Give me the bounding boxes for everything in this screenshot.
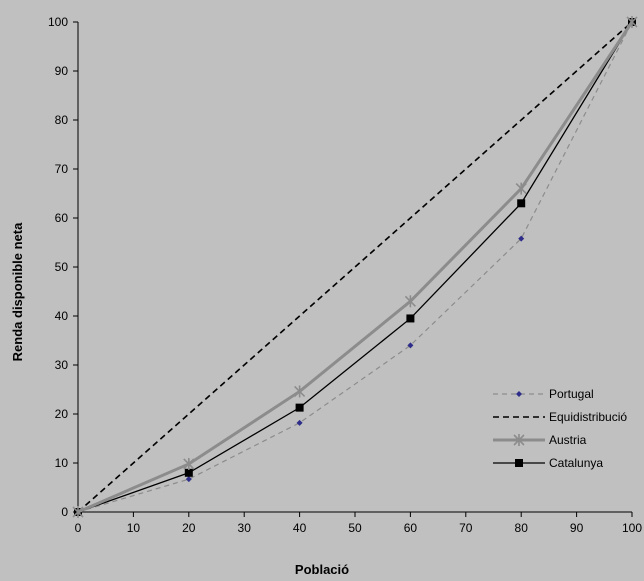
- x-tick-label: 20: [182, 521, 196, 535]
- x-tick-label: 60: [404, 521, 418, 535]
- series-layer: [72, 16, 638, 518]
- data-point-austria: [294, 385, 306, 398]
- x-tick-label: 0: [75, 521, 82, 535]
- y-tick-label: 0: [61, 505, 68, 519]
- data-point-austria: [626, 16, 638, 28]
- x-tick-label: 30: [238, 521, 252, 535]
- legend: Portugal Equidistribució Austria Catalunya: [493, 387, 627, 470]
- y-tick-label: 40: [55, 309, 69, 323]
- y-tick-label: 80: [55, 113, 69, 127]
- y-tick-label: 90: [55, 64, 69, 78]
- legend-label: Austria: [549, 433, 587, 447]
- legend-marker: [513, 434, 525, 446]
- legend-item-portugal: Portugal: [493, 387, 594, 401]
- x-tick-label: 80: [515, 521, 529, 535]
- data-point-catalunya: [517, 199, 526, 208]
- y-axis-title: Renda disponible neta: [10, 222, 25, 361]
- series-line-portugal: [77, 21, 633, 513]
- legend-item-austria: Austria: [493, 433, 587, 447]
- y-tick-label: 60: [55, 211, 69, 225]
- data-point-portugal: [518, 235, 525, 242]
- y-tick-label: 70: [55, 162, 69, 176]
- series-line-austria: [77, 21, 634, 514]
- legend-label: Portugal: [549, 387, 594, 401]
- data-point-austria: [515, 182, 527, 195]
- data-point-austria: [183, 457, 195, 470]
- y-tick-label: 30: [55, 358, 69, 372]
- y-tick-label: 50: [55, 260, 69, 274]
- data-point-portugal: [296, 419, 303, 426]
- data-point-austria: [72, 506, 84, 518]
- x-tick-label: 70: [459, 521, 473, 535]
- series-line-catalunya: [77, 21, 633, 513]
- y-tick-label: 10: [55, 456, 69, 470]
- data-point-catalunya: [184, 468, 193, 477]
- data-point-portugal: [407, 342, 414, 349]
- y-tick-label: 100: [48, 15, 68, 29]
- legend-label: Catalunya: [549, 456, 603, 470]
- y-tick-label: 20: [55, 407, 69, 421]
- x-tick-label: 40: [293, 521, 307, 535]
- legend-item-equidistribuci: Equidistribució: [493, 410, 627, 424]
- series-line-equidistribuci: [77, 21, 633, 513]
- legend-item-catalunya: Catalunya: [493, 456, 603, 470]
- data-point-austria: [404, 295, 416, 308]
- data-point-catalunya: [295, 403, 304, 412]
- x-tick-label: 10: [127, 521, 141, 535]
- series-equidistribuci: [77, 21, 633, 513]
- legend-label: Equidistribució: [549, 410, 627, 424]
- x-tick-label: 100: [622, 521, 642, 535]
- data-point-portugal: [185, 476, 192, 483]
- x-tick-label: 90: [570, 521, 584, 535]
- data-point-catalunya: [406, 314, 415, 323]
- legend-marker: [515, 459, 523, 467]
- axes: 0 10 20 30 40 50 60 70 80 90 100 0 10 20 30 40 50 60 70 80 9…: [48, 15, 642, 535]
- legend-marker: [516, 391, 522, 397]
- series-austria: [72, 16, 638, 518]
- x-tick-label: 50: [348, 521, 362, 535]
- x-axis-title: Població: [295, 562, 349, 577]
